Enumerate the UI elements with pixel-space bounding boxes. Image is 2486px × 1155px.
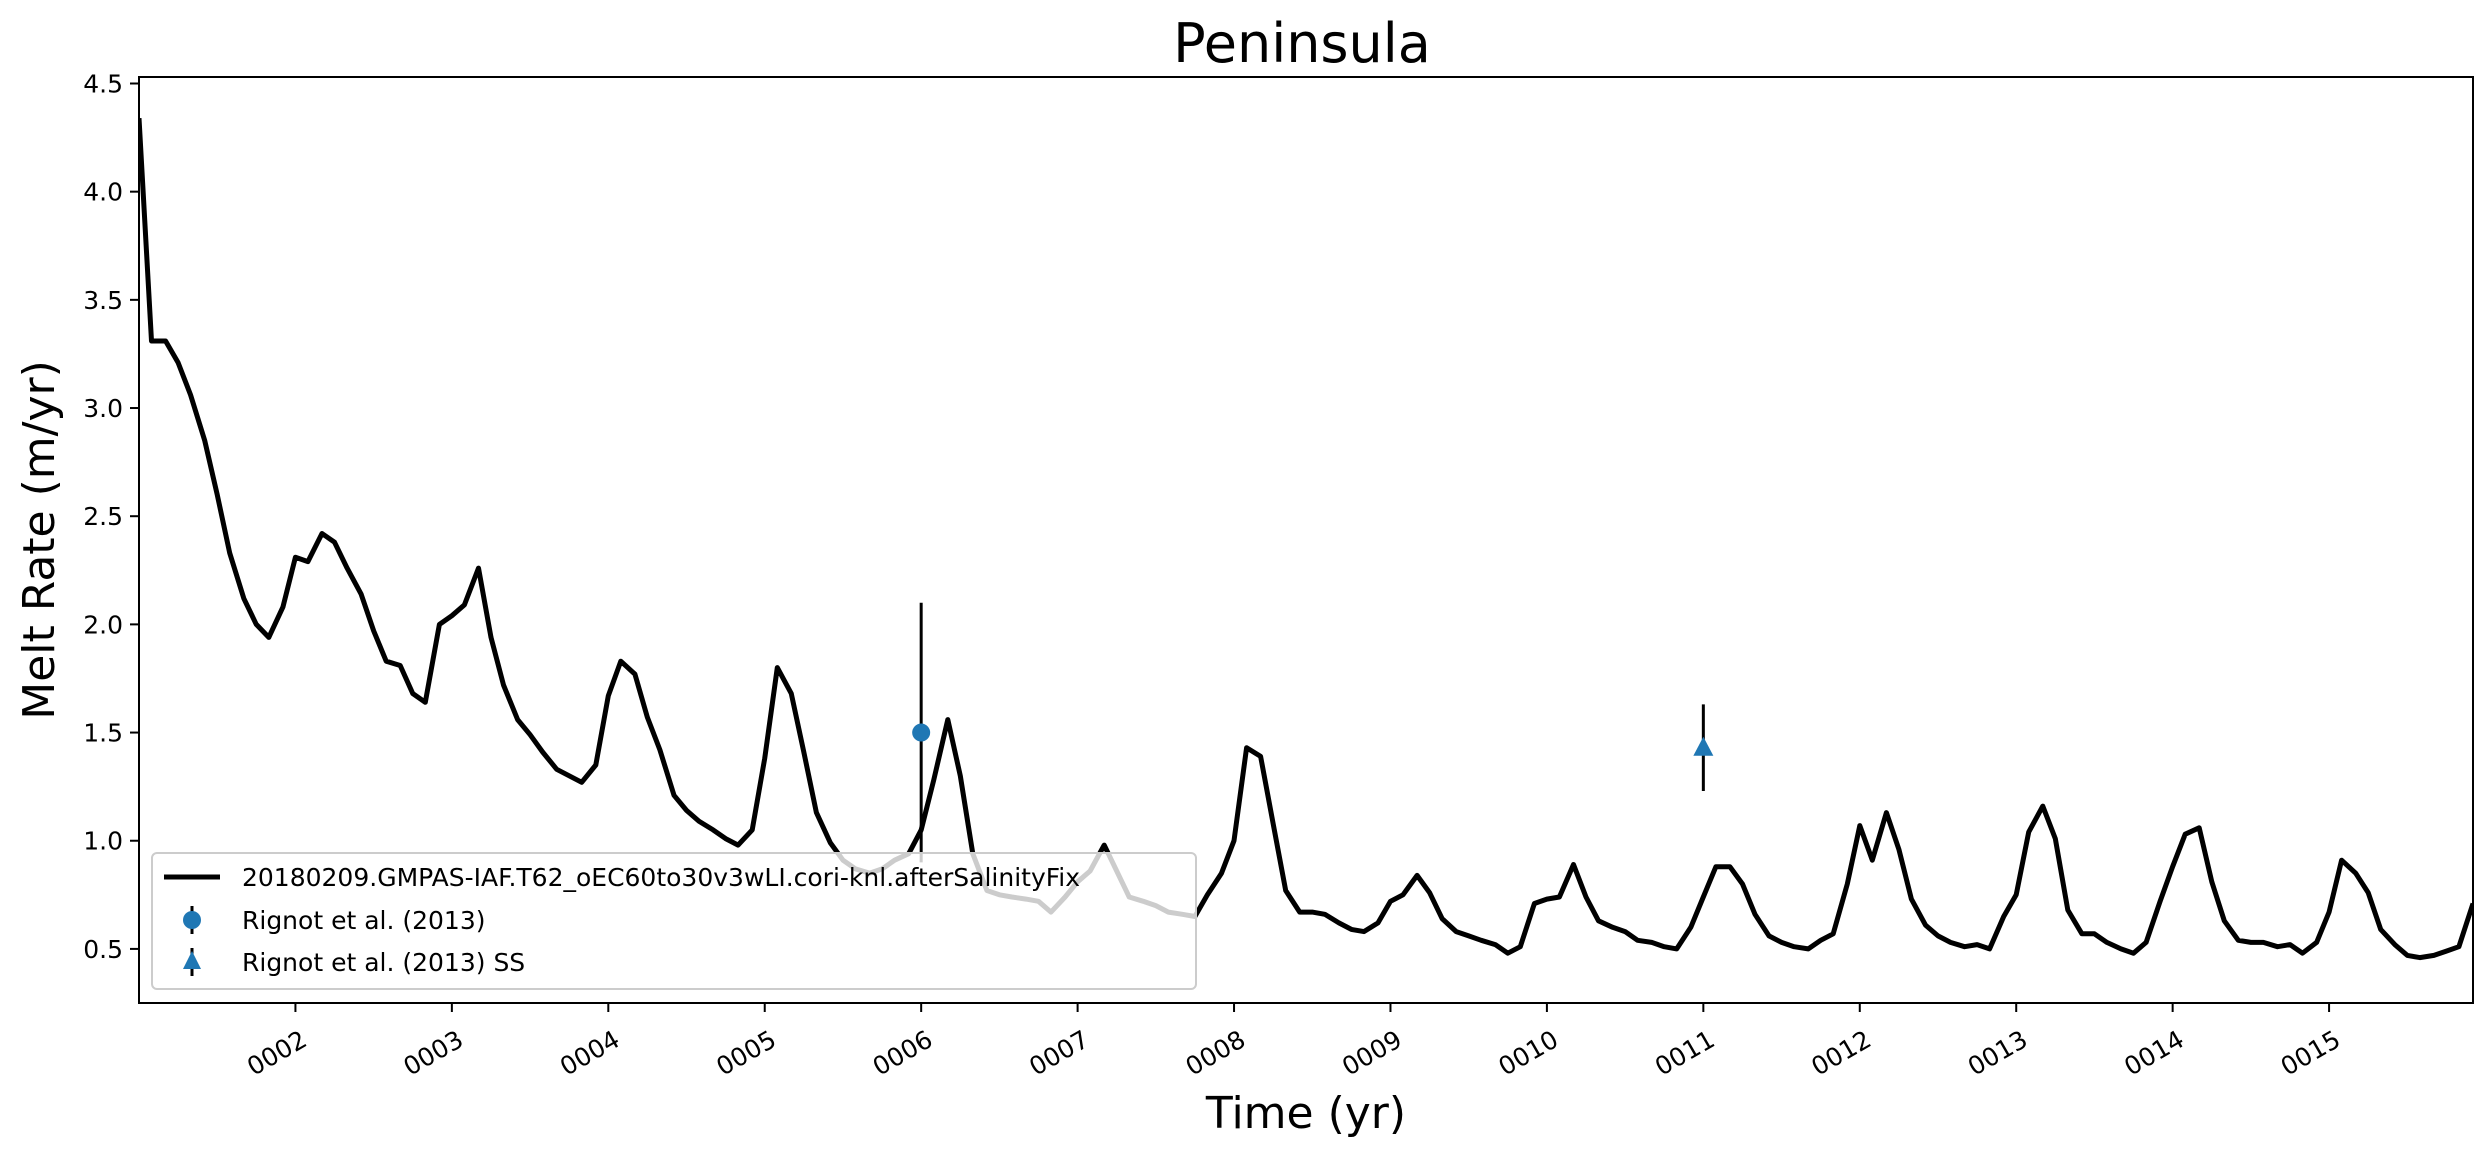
x-tick-label: 0015: [2276, 1025, 2346, 1082]
x-tick-label: 0007: [1024, 1025, 1094, 1082]
x-tick-label: 0011: [1650, 1025, 1720, 1082]
x-tick-label: 0009: [1337, 1025, 1407, 1082]
legend-label-rignot-ss: Rignot et al. (2013) SS: [242, 948, 525, 977]
chart-title: Peninsula: [1173, 12, 1431, 75]
y-tick-label: 1.0: [83, 827, 123, 856]
y-tick-label: 4.5: [83, 69, 123, 98]
data-point-rignot: [912, 723, 931, 742]
y-tick-label: 1.5: [83, 719, 123, 748]
plot-frame: [138, 76, 2474, 1004]
x-axis-label: Time (yr): [1205, 1088, 1406, 1139]
x-tick-label: 0013: [1963, 1025, 2033, 1082]
legend: 20180209.GMPAS-IAF.T62_oEC60to30v3wLI.co…: [151, 852, 1197, 990]
x-tick-label: 0008: [1181, 1025, 1251, 1082]
x-tick-label: 0006: [868, 1025, 938, 1082]
y-tick-label: 3.0: [83, 394, 123, 423]
y-tick-label: 0.5: [83, 935, 123, 964]
legend-frame: [151, 852, 1197, 990]
x-tick-label: 0003: [399, 1025, 469, 1082]
y-tick-label: 2.0: [83, 610, 123, 639]
x-tick-label: 0012: [1806, 1025, 1876, 1082]
y-axis-label: Melt Rate (m/yr): [14, 360, 65, 720]
series-line-model: [139, 117, 2473, 961]
legend-circle-marker: [183, 911, 201, 929]
legend-label-rignot: Rignot et al. (2013): [242, 906, 486, 935]
y-tick-label: 4.0: [83, 178, 123, 207]
y-tick-label: 2.5: [83, 502, 123, 531]
y-tick-label: 3.5: [83, 286, 123, 315]
x-tick-label: 0004: [555, 1025, 625, 1082]
legend-triangle-marker: [183, 951, 201, 969]
data-point-rignot-ss: [1693, 736, 1714, 756]
legend-label-model: 20180209.GMPAS-IAF.T62_oEC60to30v3wLI.co…: [242, 863, 1080, 892]
x-tick-label: 0005: [711, 1025, 781, 1082]
x-tick-label: 0002: [242, 1025, 312, 1082]
x-tick-label: 0010: [1494, 1025, 1564, 1082]
x-tick-label: 0014: [2119, 1025, 2189, 1082]
